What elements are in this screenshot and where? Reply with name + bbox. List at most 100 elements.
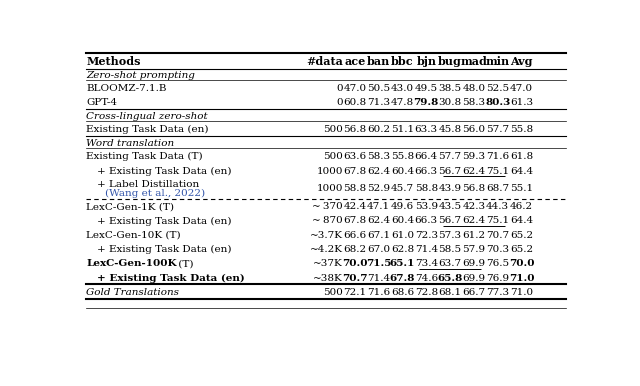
Text: 71.3: 71.3 xyxy=(367,98,390,107)
Text: (T): (T) xyxy=(175,259,193,268)
Text: 66.3: 66.3 xyxy=(415,166,438,176)
Text: 71.0: 71.0 xyxy=(509,274,534,283)
Text: 56.7: 56.7 xyxy=(438,166,461,176)
Text: Avg: Avg xyxy=(510,56,532,66)
Text: 56.8: 56.8 xyxy=(462,185,485,193)
Text: 61.0: 61.0 xyxy=(391,231,414,240)
Text: 57.9: 57.9 xyxy=(462,245,485,254)
Text: 65.2: 65.2 xyxy=(510,231,533,240)
Text: 62.8: 62.8 xyxy=(391,245,414,254)
Text: 77.3: 77.3 xyxy=(486,288,509,297)
Text: 66.7: 66.7 xyxy=(462,288,485,297)
Text: 64.4: 64.4 xyxy=(510,166,533,176)
Text: Gold Translations: Gold Translations xyxy=(86,288,179,297)
Text: 66.3: 66.3 xyxy=(415,217,438,225)
Text: 73.4: 73.4 xyxy=(415,259,438,268)
Text: (Wang et al., 2022): (Wang et al., 2022) xyxy=(106,189,205,198)
Text: 63.3: 63.3 xyxy=(415,125,438,134)
Text: 43.9: 43.9 xyxy=(438,185,461,193)
Text: 75.1: 75.1 xyxy=(486,166,509,176)
Text: 62.4: 62.4 xyxy=(462,217,485,225)
Text: ~4.2K: ~4.2K xyxy=(310,245,343,254)
Text: 76.5: 76.5 xyxy=(486,259,509,268)
Text: 52.5: 52.5 xyxy=(486,84,509,93)
Text: Cross-lingual zero-shot: Cross-lingual zero-shot xyxy=(86,112,208,121)
Text: 70.7: 70.7 xyxy=(342,274,367,283)
Text: 65.8: 65.8 xyxy=(437,274,463,283)
Text: 74.6: 74.6 xyxy=(415,274,438,283)
Text: 60.4: 60.4 xyxy=(391,166,414,176)
Text: 45.7: 45.7 xyxy=(391,185,414,193)
Text: 57.7: 57.7 xyxy=(486,125,509,134)
Text: 61.8: 61.8 xyxy=(510,152,533,161)
Text: 64.4: 64.4 xyxy=(510,217,533,225)
Text: 67.0: 67.0 xyxy=(367,245,390,254)
Text: 67.8: 67.8 xyxy=(343,217,366,225)
Text: 47.0: 47.0 xyxy=(510,84,533,93)
Text: 71.0: 71.0 xyxy=(510,288,533,297)
Text: 42.4: 42.4 xyxy=(343,202,366,211)
Text: Existing Task Data (T): Existing Task Data (T) xyxy=(86,152,203,161)
Text: 65.1: 65.1 xyxy=(390,259,415,268)
Text: mad: mad xyxy=(460,56,487,66)
Text: 69.9: 69.9 xyxy=(462,259,485,268)
Text: 45.8: 45.8 xyxy=(438,125,461,134)
Text: 0: 0 xyxy=(336,84,343,93)
Text: 38.5: 38.5 xyxy=(438,84,461,93)
Text: min: min xyxy=(486,56,509,66)
Text: 60.4: 60.4 xyxy=(391,217,414,225)
Text: 63.7: 63.7 xyxy=(438,259,461,268)
Text: Word translation: Word translation xyxy=(86,139,175,148)
Text: Methods: Methods xyxy=(86,56,141,66)
Text: 57.3: 57.3 xyxy=(438,231,461,240)
Text: 68.1: 68.1 xyxy=(438,288,461,297)
Text: Zero-shot prompting: Zero-shot prompting xyxy=(86,71,195,80)
Text: 62.4: 62.4 xyxy=(367,217,390,225)
Text: 30.8: 30.8 xyxy=(438,98,461,107)
Text: LexC-Gen-1K (T): LexC-Gen-1K (T) xyxy=(86,202,175,211)
Text: ~38K: ~38K xyxy=(313,274,343,283)
Text: bbc: bbc xyxy=(391,56,413,66)
Text: 56.8: 56.8 xyxy=(343,125,366,134)
Text: 61.2: 61.2 xyxy=(462,231,485,240)
Text: 55.8: 55.8 xyxy=(391,152,414,161)
Text: 71.6: 71.6 xyxy=(367,288,390,297)
Text: 67.1: 67.1 xyxy=(367,231,390,240)
Text: 55.8: 55.8 xyxy=(510,125,533,134)
Text: 69.9: 69.9 xyxy=(462,274,485,283)
Text: + Label Distillation: + Label Distillation xyxy=(97,180,200,189)
Text: + Existing Task Data (en): + Existing Task Data (en) xyxy=(97,274,245,283)
Text: 76.9: 76.9 xyxy=(486,274,509,283)
Text: 48.0: 48.0 xyxy=(462,84,485,93)
Text: 71.4: 71.4 xyxy=(415,245,438,254)
Text: 75.1: 75.1 xyxy=(486,217,509,225)
Text: 67.8: 67.8 xyxy=(390,274,415,283)
Text: 49.6: 49.6 xyxy=(391,202,414,211)
Text: #data: #data xyxy=(306,56,343,66)
Text: 67.8: 67.8 xyxy=(343,166,366,176)
Text: 58.8: 58.8 xyxy=(415,185,438,193)
Text: + Existing Task Data (en): + Existing Task Data (en) xyxy=(97,245,232,254)
Text: 70.0: 70.0 xyxy=(509,259,534,268)
Text: 47.1: 47.1 xyxy=(367,202,390,211)
Text: 70.7: 70.7 xyxy=(486,231,509,240)
Text: 56.0: 56.0 xyxy=(462,125,485,134)
Text: LexC-Gen-100K: LexC-Gen-100K xyxy=(86,259,177,268)
Text: 43.5: 43.5 xyxy=(438,202,461,211)
Text: 70.3: 70.3 xyxy=(486,245,509,254)
Text: 50.5: 50.5 xyxy=(367,84,390,93)
Text: ~ 870: ~ 870 xyxy=(312,217,343,225)
Text: bug: bug xyxy=(438,56,462,66)
Text: 47.8: 47.8 xyxy=(391,98,414,107)
Text: BLOOMZ-7.1.B: BLOOMZ-7.1.B xyxy=(86,84,167,93)
Text: 46.2: 46.2 xyxy=(510,202,533,211)
Text: 58.3: 58.3 xyxy=(367,152,390,161)
Text: 65.2: 65.2 xyxy=(510,245,533,254)
Text: 58.8: 58.8 xyxy=(343,185,366,193)
Text: ~ 370: ~ 370 xyxy=(312,202,343,211)
Text: 72.3: 72.3 xyxy=(415,231,438,240)
Text: 71.6: 71.6 xyxy=(486,152,509,161)
Text: 0: 0 xyxy=(336,98,343,107)
Text: 68.7: 68.7 xyxy=(486,185,509,193)
Text: 66.4: 66.4 xyxy=(415,152,438,161)
